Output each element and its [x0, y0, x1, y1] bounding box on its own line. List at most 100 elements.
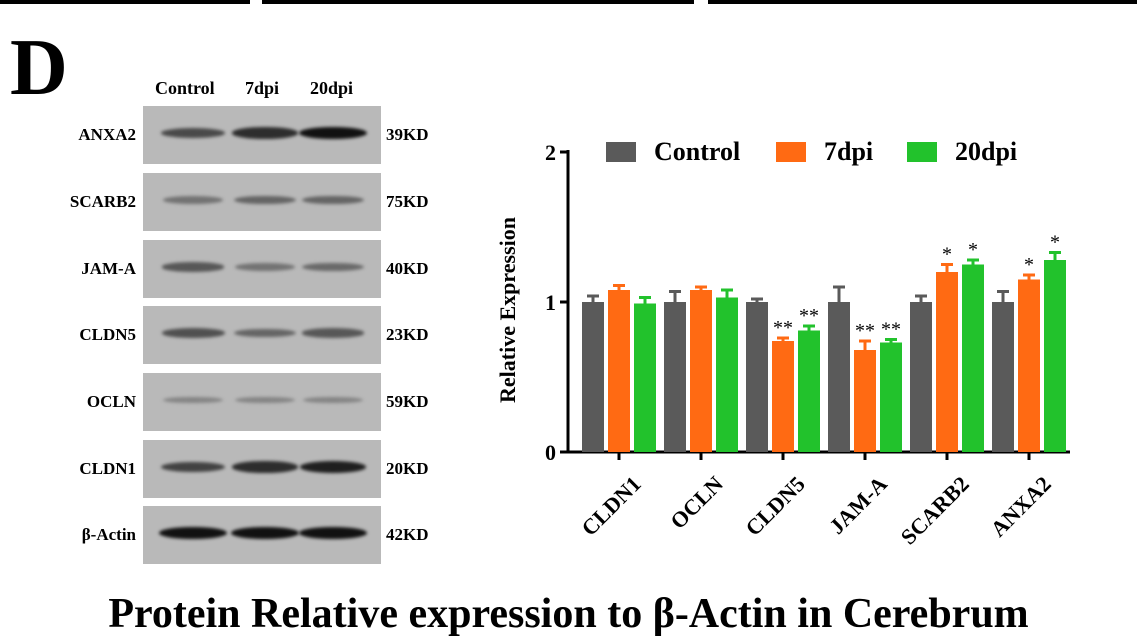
bar — [746, 302, 768, 452]
significance-marker: ** — [855, 320, 875, 342]
legend-swatch — [907, 142, 937, 162]
top-border-right — [708, 0, 1137, 4]
bar — [854, 350, 876, 452]
significance-marker: * — [1024, 254, 1034, 276]
blot-band — [232, 127, 298, 139]
significance-marker: ** — [799, 305, 819, 327]
legend-swatch — [606, 142, 636, 162]
blot-band — [235, 396, 295, 404]
bar — [634, 303, 656, 452]
blot-row: ANXA2 39KD — [0, 106, 460, 164]
blot-membrane — [143, 173, 381, 231]
blot-band — [159, 526, 227, 540]
significance-marker: * — [1050, 232, 1060, 254]
blot-band — [161, 128, 225, 138]
blot-size-label: 75KD — [386, 192, 429, 211]
y-tick-label: 0 — [545, 440, 556, 465]
bar — [992, 302, 1014, 452]
blot-band — [302, 262, 364, 272]
blot-size-label: 39KD — [386, 125, 429, 144]
blot-membrane — [143, 506, 381, 564]
blot-col-label-control: Control — [155, 78, 215, 98]
bar — [910, 302, 932, 452]
blot-band — [299, 126, 367, 140]
bar — [582, 302, 604, 452]
y-tick-label: 1 — [545, 290, 556, 315]
blot-membrane — [143, 240, 381, 298]
blot-protein-label: ANXA2 — [78, 125, 136, 144]
legend-label: 7dpi — [824, 137, 873, 166]
figure-caption: Protein Relative expression to β-Actin i… — [108, 591, 1029, 637]
significance-marker: ** — [773, 317, 793, 339]
legend-label: Control — [654, 137, 740, 166]
bar — [690, 290, 712, 452]
bar — [664, 302, 686, 452]
blot-row: β-Actin 42KD — [0, 506, 460, 564]
blot-size-label: 20KD — [386, 459, 429, 478]
blot-col-label-20dpi: 20dpi — [310, 78, 354, 98]
blot-protein-label: β-Actin — [81, 525, 136, 544]
blot-band — [232, 461, 298, 473]
blot-row: CLDN1 20KD — [0, 440, 460, 498]
blot-band — [161, 461, 225, 473]
blot-size-label: 40KD — [386, 259, 429, 278]
top-border-left — [0, 0, 250, 4]
blot-membrane — [143, 440, 381, 498]
blot-band — [299, 526, 367, 540]
legend-label: 20dpi — [955, 137, 1017, 166]
bar — [1018, 279, 1040, 452]
blot-band — [234, 195, 296, 205]
blot-membrane — [143, 373, 381, 431]
blot-protein-label: CLDN5 — [79, 325, 136, 344]
top-border-middle — [262, 0, 694, 4]
blot-protein-label: CLDN1 — [79, 459, 136, 478]
blot-size-label: 59KD — [386, 392, 429, 411]
bar — [828, 302, 850, 452]
blot-band — [161, 262, 225, 272]
blot-protein-label: JAM-A — [81, 259, 136, 278]
x-tick-label: CLDN5 — [740, 471, 810, 541]
blot-row: CLDN5 23KD — [0, 306, 460, 364]
blot-membrane — [143, 306, 381, 364]
blot-row: OCLN 59KD — [0, 373, 460, 431]
legend-swatch — [776, 142, 806, 162]
x-tick-label: CLDN1 — [576, 471, 646, 541]
y-axis-label: Relative Expression — [495, 217, 520, 403]
blot-col-label-7dpi: 7dpi — [245, 78, 280, 98]
blot-band — [234, 328, 296, 338]
blot-row: SCARB2 75KD — [0, 173, 460, 231]
blot-band — [303, 396, 363, 404]
blot-row: JAM-A 40KD — [0, 240, 460, 298]
blot-band — [162, 196, 224, 204]
x-tick-label: SCARB2 — [896, 471, 974, 549]
bar — [608, 290, 630, 452]
significance-marker: * — [968, 239, 978, 261]
blot-band — [163, 396, 223, 404]
y-tick-label: 2 — [545, 140, 556, 165]
bar — [1044, 260, 1066, 452]
panel-letter: D — [10, 24, 68, 112]
significance-marker: ** — [881, 319, 901, 341]
bar — [798, 330, 820, 452]
significance-marker: * — [942, 244, 952, 266]
blot-band — [302, 195, 364, 205]
bar — [772, 341, 794, 452]
blot-size-label: 42KD — [386, 525, 429, 544]
x-tick-label: OCLN — [665, 471, 728, 534]
blot-protein-label: SCARB2 — [69, 192, 136, 211]
bar — [880, 342, 902, 452]
blot-band — [301, 328, 365, 338]
bar — [936, 272, 958, 452]
x-tick-label: ANXA2 — [985, 471, 1055, 541]
blot-band — [234, 263, 296, 271]
bar — [962, 264, 984, 452]
x-tick-label: JAM-A — [824, 471, 892, 539]
blot-membrane — [143, 106, 381, 164]
blot-band — [161, 328, 225, 338]
blot-protein-label: OCLN — [86, 392, 136, 411]
bar — [716, 297, 738, 452]
blot-band — [299, 461, 367, 473]
blot-size-label: 23KD — [386, 325, 429, 344]
blot-band — [231, 526, 299, 540]
